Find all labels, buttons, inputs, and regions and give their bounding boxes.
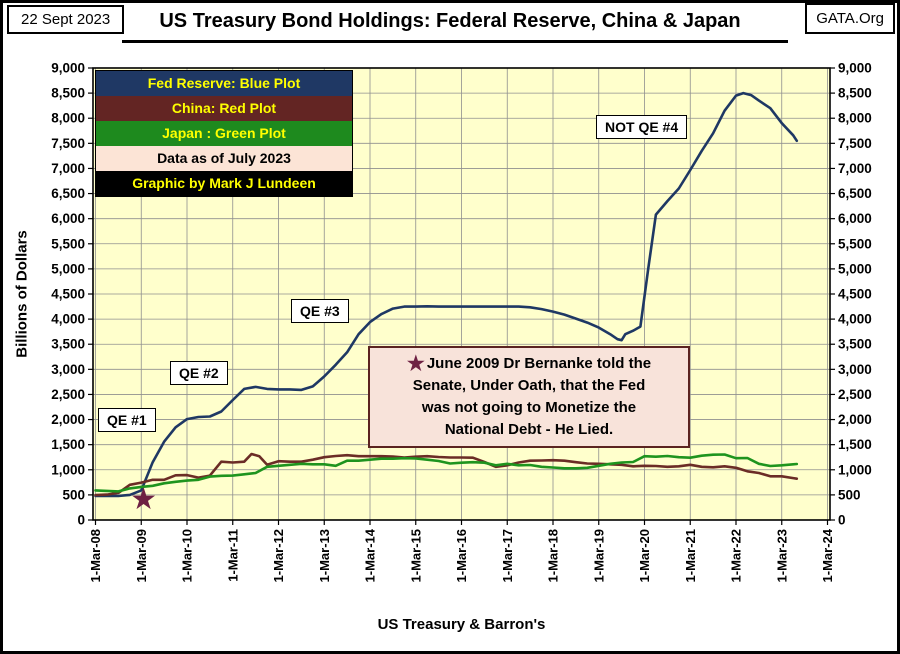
x-tick-label: 1-Mar-18 (546, 529, 561, 582)
y-tick-label-left: 0 (77, 513, 85, 528)
x-tick-label: 1-Mar-24 (820, 528, 835, 582)
y-tick-label-right: 4,000 (838, 312, 872, 327)
legend-row-2: Japan : Green Plot (96, 121, 352, 146)
star-icon: ★ (406, 353, 425, 375)
x-tick-label: 1-Mar-14 (363, 528, 378, 582)
site-label: GATA.Org (805, 3, 895, 34)
y-tick-label-left: 8,500 (51, 86, 85, 101)
y-tick-label-left: 7,500 (51, 136, 85, 151)
x-tick-label: 1-Mar-11 (225, 529, 240, 582)
x-tick-label: 1-Mar-23 (774, 529, 789, 582)
note-line: National Debt - He Lied. (444, 421, 614, 438)
legend-row-1: China: Red Plot (96, 96, 352, 121)
note-line: Senate, Under Oath, that the Fed (412, 377, 646, 394)
y-tick-label-left: 5,000 (51, 261, 85, 276)
y-tick-label-right: 3,000 (838, 362, 872, 377)
y-tick-label-left: 1,000 (51, 462, 85, 477)
annotation-qe3: QE #3 (291, 299, 349, 323)
x-tick-label: 1-Mar-08 (88, 529, 103, 582)
x-tick-label: 1-Mar-15 (408, 529, 423, 582)
y-tick-label-right: 1,500 (838, 437, 872, 452)
y-tick-label-right: 5,500 (838, 236, 872, 251)
series-line-federal-reserve (94, 91, 799, 498)
y-tick-label-right: 7,000 (838, 161, 872, 176)
y-tick-label-right: 6,500 (838, 186, 872, 201)
y-tick-label-left: 6,000 (51, 211, 85, 226)
x-tick-label: 1-Mar-13 (317, 529, 332, 582)
y-tick-label-right: 3,500 (838, 337, 872, 352)
y-tick-label-left: 3,000 (51, 362, 85, 377)
x-tick-label: 1-Mar-19 (591, 529, 606, 582)
y-tick-label-right: 0 (838, 513, 846, 528)
y-tick-label-left: 2,000 (51, 412, 85, 427)
y-tick-label-right: 5,000 (838, 261, 872, 276)
x-tick-label: 1-Mar-10 (180, 529, 195, 582)
bernanke-note-box: ★ June 2009 Dr Bernanke told the Senate, … (368, 346, 690, 448)
legend-box: Fed Reserve: Blue Plot China: Red Plot Jap… (95, 70, 353, 197)
note-line: was not going to Monetize the (421, 399, 637, 416)
x-tick-label: 1-Mar-17 (500, 529, 515, 582)
y-tick-label-left: 1,500 (51, 437, 85, 452)
y-tick-label-left: 4,500 (51, 287, 85, 302)
x-tick-label: 1-Mar-12 (271, 529, 286, 582)
y-tick-label-right: 1,000 (838, 462, 872, 477)
y-axis-title: Billions of Dollars (13, 230, 31, 358)
annotation-qe2: QE #2 (170, 361, 228, 385)
y-tick-label-left: 2,500 (51, 387, 85, 402)
y-tick-label-left: 4,000 (51, 312, 85, 327)
y-tick-label-right: 8,500 (838, 86, 872, 101)
y-tick-label-left: 9,000 (51, 61, 85, 76)
series-line-japan (94, 453, 799, 493)
x-tick-label: 1-Mar-20 (637, 529, 652, 582)
legend-row-0: Fed Reserve: Blue Plot (96, 71, 352, 96)
annotation-not-qe4: NOT QE #4 (596, 115, 688, 139)
note-line: ★ June 2009 Dr Bernanke told the (372, 353, 686, 375)
y-tick-label-left: 7,000 (51, 161, 85, 176)
date-box: 22 Sept 2023 (7, 5, 125, 34)
title-underline (122, 40, 788, 43)
y-tick-label-right: 4,500 (838, 287, 872, 302)
y-tick-label-right: 7,500 (838, 136, 872, 151)
y-tick-label-left: 3,500 (51, 337, 85, 352)
x-tick-label: 1-Mar-21 (683, 529, 698, 582)
y-tick-label-left: 500 (62, 487, 85, 502)
y-tick-label-right: 6,000 (838, 211, 872, 226)
legend-row-3: Data as of July 2023 (96, 146, 352, 171)
y-tick-label-right: 500 (838, 487, 861, 502)
x-tick-label: 1-Mar-22 (729, 529, 744, 582)
annotation-qe1: QE #1 (98, 408, 156, 432)
page-title: US Treasury Bond Holdings: Federal Reser… (159, 10, 741, 32)
y-tick-label-right: 2,500 (838, 387, 872, 402)
y-tick-label-right: 8,000 (838, 111, 872, 126)
star-marker-icon: ★ (130, 483, 157, 516)
y-tick-label-right: 2,000 (838, 412, 872, 427)
x-tick-label: 1-Mar-16 (454, 529, 469, 582)
legend-row-4: Graphic by Mark J Lundeen (96, 171, 352, 196)
y-tick-label-left: 5,500 (51, 236, 85, 251)
series-line-china (94, 452, 799, 497)
y-tick-label-left: 6,500 (51, 186, 85, 201)
y-tick-label-left: 8,000 (51, 111, 85, 126)
note-text: June 2009 Dr Bernanke told the (426, 355, 652, 372)
y-tick-label-right: 9,000 (838, 61, 872, 76)
x-axis-source-label: US Treasury & Barron's (377, 616, 546, 633)
x-tick-label: 1-Mar-09 (134, 529, 149, 582)
